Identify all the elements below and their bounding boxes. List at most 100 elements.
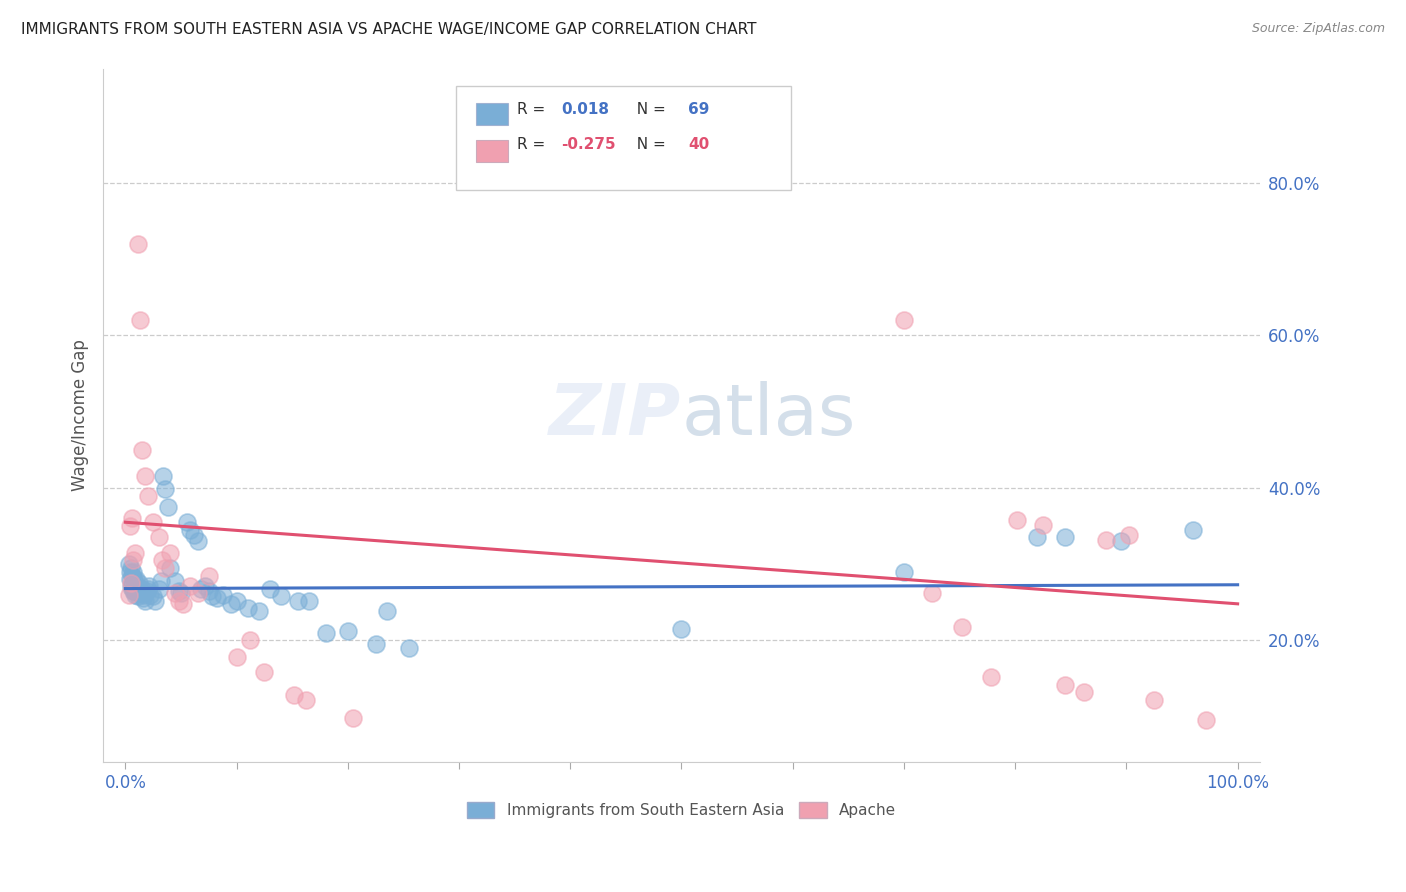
Point: [170, 586, 193, 600]
Point: [134, 594, 156, 608]
Point: [225, 650, 247, 665]
Point: [122, 583, 145, 598]
Point: [950, 620, 973, 634]
Point: [1007, 513, 1029, 527]
Point: [152, 469, 174, 483]
Point: [187, 586, 209, 600]
Point: [1195, 714, 1218, 728]
Point: [198, 583, 221, 598]
Point: [148, 531, 170, 545]
Point: [205, 591, 228, 606]
Point: [118, 573, 141, 587]
Text: 0.018: 0.018: [561, 102, 609, 117]
Point: [287, 594, 309, 608]
Point: [671, 622, 693, 636]
Point: [167, 583, 190, 598]
Point: [118, 519, 141, 533]
Point: [159, 561, 181, 575]
Point: [129, 586, 152, 600]
Point: [138, 578, 160, 592]
Point: [136, 582, 159, 596]
Text: R =: R =: [517, 136, 550, 152]
Point: [236, 601, 259, 615]
Point: [1143, 693, 1166, 707]
Text: N =: N =: [627, 136, 671, 152]
Point: [122, 565, 145, 579]
Point: [159, 546, 181, 560]
Point: [118, 588, 141, 602]
Point: [118, 565, 141, 579]
Point: [124, 588, 146, 602]
Point: [1026, 531, 1049, 545]
Point: [145, 594, 167, 608]
Point: [118, 557, 141, 571]
Point: [124, 576, 146, 591]
Text: -0.275: -0.275: [561, 136, 616, 152]
Point: [176, 515, 198, 529]
Point: [120, 576, 142, 591]
Point: [127, 589, 149, 603]
Point: [294, 693, 316, 707]
Point: [142, 515, 165, 529]
Point: [128, 583, 150, 598]
Point: [259, 582, 281, 596]
Point: [125, 573, 148, 587]
Point: [190, 582, 212, 596]
Point: [120, 580, 142, 594]
Point: [134, 469, 156, 483]
Point: [298, 594, 321, 608]
Point: [122, 573, 145, 587]
Point: [1054, 531, 1077, 545]
Point: [1118, 528, 1140, 542]
Point: [1073, 685, 1095, 699]
Point: [247, 604, 270, 618]
Point: [120, 561, 142, 575]
Point: [122, 583, 145, 598]
Point: [155, 483, 177, 497]
Point: [131, 582, 153, 596]
Point: [1032, 517, 1054, 532]
Legend: Immigrants from South Eastern Asia, Apache: Immigrants from South Eastern Asia, Apac…: [461, 796, 903, 824]
Text: ZIP: ZIP: [550, 381, 682, 450]
Point: [893, 565, 915, 579]
Point: [921, 586, 943, 600]
Point: [134, 588, 156, 602]
Point: [128, 576, 150, 591]
Point: [1109, 534, 1132, 549]
Point: [1095, 533, 1118, 547]
Point: [253, 665, 276, 680]
Text: 40: 40: [689, 136, 710, 152]
Point: [212, 588, 235, 602]
Text: Source: ZipAtlas.com: Source: ZipAtlas.com: [1251, 22, 1385, 36]
Point: [124, 546, 146, 560]
Point: [135, 583, 157, 598]
Point: [128, 313, 150, 327]
Point: [165, 574, 187, 588]
Point: [121, 576, 143, 591]
Point: [121, 511, 143, 525]
Text: atlas: atlas: [682, 381, 856, 450]
Point: [165, 586, 187, 600]
Point: [127, 236, 149, 251]
Point: [283, 689, 305, 703]
Point: [142, 589, 165, 603]
Point: [136, 489, 159, 503]
Point: [336, 624, 359, 639]
Point: [148, 582, 170, 596]
Y-axis label: Wage/Income Gap: Wage/Income Gap: [72, 340, 89, 491]
Point: [125, 580, 148, 594]
Point: [139, 588, 162, 602]
Text: IMMIGRANTS FROM SOUTH EASTERN ASIA VS APACHE WAGE/INCOME GAP CORRELATION CHART: IMMIGRANTS FROM SOUTH EASTERN ASIA VS AP…: [21, 22, 756, 37]
Point: [179, 578, 201, 592]
Point: [131, 442, 153, 457]
Point: [156, 500, 179, 514]
Point: [132, 591, 155, 606]
Point: [398, 641, 420, 656]
Point: [239, 633, 262, 648]
Point: [375, 604, 398, 618]
Point: [219, 597, 242, 611]
Point: [128, 586, 150, 600]
Point: [121, 568, 143, 582]
Point: [183, 528, 205, 542]
Point: [342, 711, 364, 725]
